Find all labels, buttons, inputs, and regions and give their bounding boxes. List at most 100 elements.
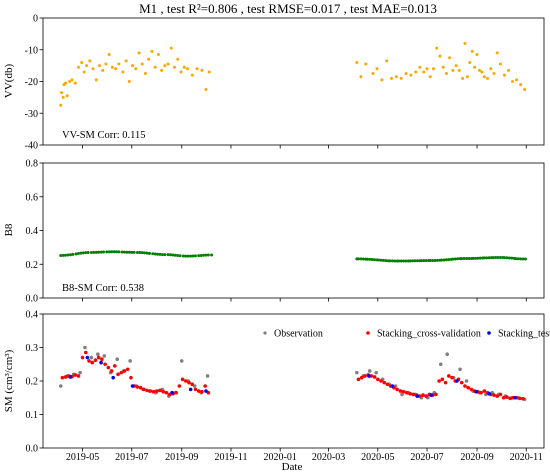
stacking-cross-validation-point	[200, 389, 204, 394]
stacking-cross-validation-point	[106, 365, 111, 370]
stacking-test-point	[68, 375, 73, 379]
stacking-cross-validation-point	[508, 396, 512, 401]
stacking-cross-validation-point	[93, 358, 98, 363]
b8-point	[431, 259, 435, 263]
vv-point	[80, 60, 84, 64]
b8-point	[145, 251, 149, 255]
b8-point	[151, 252, 155, 256]
stacking-cross-validation-point	[398, 389, 403, 393]
vv-point	[65, 94, 69, 98]
stacking-test-point	[85, 355, 90, 360]
vv-point	[150, 49, 154, 53]
vv-point	[110, 65, 114, 69]
stacking-cross-validation-point	[408, 391, 412, 396]
b8-point	[92, 250, 96, 254]
stacking-cross-validation-point	[193, 387, 198, 392]
b8-point	[166, 253, 170, 257]
vv-point	[454, 64, 458, 68]
b8-point	[510, 256, 514, 260]
b8-point	[132, 250, 136, 254]
b8-point	[184, 254, 188, 258]
legend-label-cross-validation: Stacking_cross-validation	[377, 329, 481, 340]
b8-point	[61, 253, 65, 257]
b8-point	[496, 256, 500, 260]
b8-point	[491, 256, 495, 260]
stacking-cross-validation-point	[437, 379, 441, 383]
b8-point	[79, 251, 83, 255]
b8-point	[199, 253, 203, 257]
b8-point	[399, 259, 403, 263]
legend-label-test: Stacking_test	[498, 329, 550, 340]
vv-point	[64, 81, 68, 85]
b8-point	[408, 259, 412, 263]
stacking-cross-validation-point	[492, 393, 496, 397]
b8-point	[173, 253, 177, 257]
b8-point	[404, 259, 408, 263]
vv-point	[68, 80, 72, 83]
vv-point	[153, 65, 157, 69]
observation-point	[464, 379, 469, 383]
stacking-cross-validation-point	[109, 369, 114, 373]
vv-y-tick-label: -40	[25, 141, 38, 152]
stacking-test-point	[487, 391, 491, 396]
b8-point	[419, 259, 423, 263]
b8-point	[368, 257, 372, 261]
vv-point	[515, 78, 519, 82]
stacking-cross-validation-point	[382, 380, 387, 385]
vv-point	[147, 57, 151, 61]
vv-point	[435, 46, 439, 50]
vv-point	[61, 95, 65, 99]
x-tick-label: 2020-03	[312, 452, 345, 463]
observation-point	[102, 354, 107, 358]
observation-point	[438, 362, 443, 367]
stacking-cross-validation-point	[356, 377, 361, 382]
b8-point	[516, 257, 520, 261]
vv-point	[492, 72, 496, 76]
b8-point	[411, 259, 414, 263]
b8-point	[186, 254, 190, 258]
stacking-cross-validation-point	[145, 388, 149, 393]
vv-point	[457, 68, 461, 72]
vv-point	[137, 51, 141, 55]
stacking-cross-validation-point	[521, 396, 525, 401]
b8-corr-annotation: B8-SM Corr: 0.538	[62, 283, 144, 294]
vv-point	[480, 70, 484, 74]
vv-point	[88, 59, 92, 63]
stacking-cross-validation-point	[479, 390, 483, 395]
vv-point	[502, 73, 506, 77]
stacking-cross-validation-point	[411, 392, 416, 397]
stacking-cross-validation-point	[116, 372, 120, 377]
observation-point	[355, 370, 359, 375]
vv-point	[385, 59, 389, 63]
legend-marker-cross-validation	[366, 331, 370, 335]
vv-point	[59, 103, 63, 107]
vv-point	[124, 59, 128, 63]
vv-point	[127, 80, 131, 83]
b8-point	[514, 257, 518, 261]
vv-point	[448, 56, 452, 60]
b8-point	[381, 258, 385, 262]
stacking-test-point	[513, 395, 517, 400]
b8-point	[140, 251, 144, 255]
vv-point	[409, 73, 413, 77]
vv-point	[425, 67, 429, 71]
b8-point	[84, 251, 88, 255]
b8-point	[436, 258, 440, 262]
vv-point	[461, 76, 465, 80]
stacking-test-point	[455, 379, 459, 383]
stacking-test-point	[170, 390, 174, 395]
observation-point	[78, 370, 82, 375]
stacking-test-point	[415, 394, 420, 398]
vv-y-tick-label: -10	[25, 45, 38, 56]
vv-point	[475, 53, 479, 57]
observation-point	[400, 392, 404, 397]
stacking-cross-validation-point	[401, 389, 406, 394]
b8-point	[413, 259, 417, 263]
b8-point	[138, 251, 142, 255]
b8-point	[465, 257, 469, 261]
vv-point	[169, 46, 173, 50]
stacking-cross-validation-point	[466, 385, 470, 390]
vv-points	[59, 41, 527, 107]
stacking-test-point	[204, 389, 208, 393]
stacking-cross-validation-point	[177, 384, 182, 388]
